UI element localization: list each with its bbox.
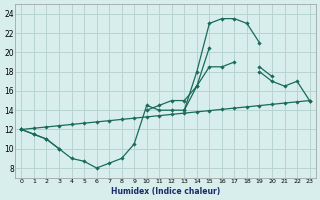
X-axis label: Humidex (Indice chaleur): Humidex (Indice chaleur)	[111, 187, 220, 196]
